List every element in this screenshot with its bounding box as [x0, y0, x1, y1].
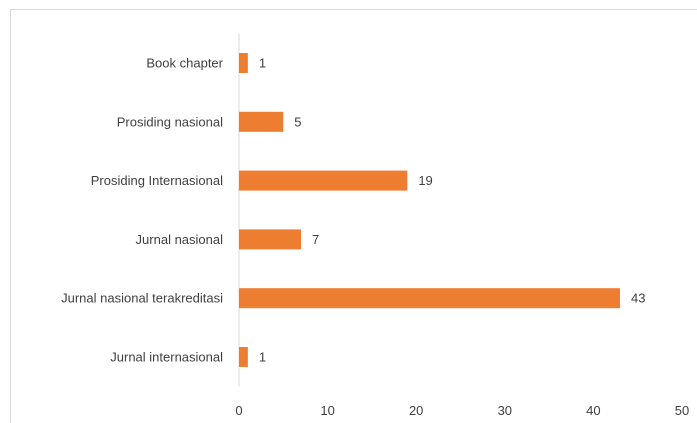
data-label: 1	[259, 56, 266, 71]
data-label: 19	[418, 173, 432, 188]
x-tick-label: 10	[320, 403, 334, 418]
data-label: 5	[294, 114, 301, 129]
data-label: 1	[259, 350, 266, 365]
bar	[239, 347, 248, 367]
category-label: Book chapter	[146, 56, 223, 71]
x-tick-label: 20	[409, 403, 423, 418]
category-label: Prosiding nasional	[117, 114, 223, 129]
x-tick-label: 30	[498, 403, 512, 418]
bar	[239, 229, 302, 250]
data-label: 7	[312, 232, 319, 247]
bar	[239, 111, 284, 132]
x-tick-label: 40	[586, 403, 600, 418]
bar	[239, 53, 248, 73]
category-label: Jurnal nasional terakreditasi	[61, 291, 223, 306]
bar	[239, 288, 620, 309]
data-label: 43	[631, 291, 645, 306]
x-tick-label: 0	[235, 403, 242, 418]
bar	[239, 170, 408, 191]
category-label: Prosiding Internasional	[91, 173, 223, 188]
category-label: Jurnal internasional	[110, 350, 223, 365]
x-tick-label: 50	[675, 403, 689, 418]
category-label: Jurnal nasional	[136, 232, 224, 247]
chart-frame	[10, 9, 697, 423]
